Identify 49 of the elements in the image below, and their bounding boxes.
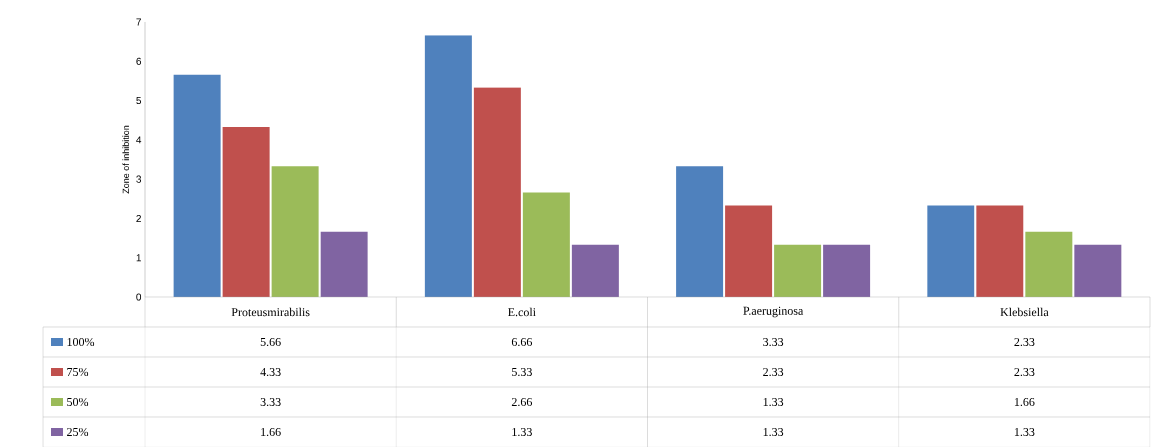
bar [725, 205, 773, 297]
data-label: 2.66 [511, 397, 533, 407]
x-tick-label: Klebsiella [1000, 307, 1049, 317]
bar [976, 205, 1024, 297]
x-tick-label: E.coli [508, 307, 536, 317]
y-tick-label: 2 [136, 214, 141, 222]
bar [473, 87, 521, 297]
y-axis-title: Zone of inhibition [122, 125, 130, 194]
bar [320, 231, 368, 297]
y-tick-label: 5 [136, 97, 142, 105]
data-label: 2.33 [763, 367, 784, 377]
bar [271, 166, 319, 297]
bar [571, 244, 619, 297]
bar [222, 126, 270, 297]
y-tick-label: 4 [136, 136, 142, 144]
data-label: 3.33 [260, 397, 281, 407]
y-tick-label: 7 [136, 18, 141, 26]
data-label: 1.66 [261, 427, 281, 437]
bar [424, 35, 472, 297]
data-label: 1.33 [512, 427, 532, 437]
data-label: 5.66 [260, 337, 281, 347]
bar [173, 74, 221, 297]
bar [1025, 231, 1073, 297]
legend-label: 25% [67, 427, 89, 437]
data-label: 1.33 [763, 397, 784, 407]
bar [522, 192, 570, 297]
y-tick-label: 3 [136, 175, 142, 183]
data-label: 3.33 [763, 337, 784, 347]
bar [927, 205, 975, 297]
data-label: 1.33 [763, 427, 784, 437]
bar [823, 244, 871, 297]
legend-label: 75% [67, 367, 89, 377]
data-label: 4.33 [260, 367, 281, 377]
legend-label: 100% [67, 337, 95, 347]
data-label: 1.66 [1014, 397, 1035, 407]
y-tick-label: 1 [136, 254, 141, 262]
x-tick-label: Proteusmirabilis [231, 307, 310, 317]
data-label: 2.33 [1014, 337, 1035, 347]
data-label: 2.33 [1014, 367, 1035, 377]
bar [676, 166, 724, 297]
data-label: 1.33 [1014, 427, 1035, 437]
data-label: 6.66 [511, 337, 533, 347]
data-label: 5.33 [512, 367, 532, 377]
y-tick-label: 0 [136, 293, 142, 301]
y-tick-label: 6 [136, 57, 142, 65]
legend-label: 50% [67, 397, 89, 407]
bar [774, 244, 822, 297]
bar [1074, 244, 1122, 297]
x-tick-label: P.aeruginosa [743, 306, 804, 318]
